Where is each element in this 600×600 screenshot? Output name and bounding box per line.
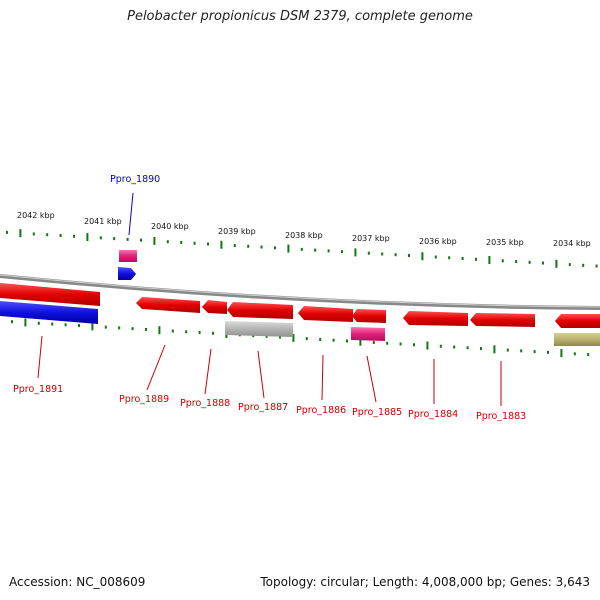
- gene-label[interactable]: Ppro_1889: [119, 394, 169, 405]
- leader-ppro-1891: [37, 335, 43, 379]
- gene-label[interactable]: Ppro_1891: [13, 384, 63, 395]
- gene-ppro-1885[interactable]: [352, 309, 386, 323]
- leader-ppro-1890: [128, 192, 134, 236]
- scale-label: 2035 kbp: [486, 238, 524, 247]
- leader-ppro-1887: [257, 350, 265, 399]
- gene-label[interactable]: Ppro_1883: [476, 411, 526, 422]
- gene-ppro-1891[interactable]: [0, 301, 98, 324]
- gene-label[interactable]: Ppro_1886: [296, 405, 346, 416]
- gene-label[interactable]: Ppro_1890: [110, 174, 160, 185]
- genome-backbone: [0, 274, 600, 310]
- gene-ppro-1890[interactable]: [118, 267, 136, 280]
- gene-label[interactable]: Ppro_1887: [238, 402, 288, 413]
- gene-ppro-1884[interactable]: [403, 311, 468, 326]
- gene-ppro-1891-forward[interactable]: [0, 283, 100, 306]
- gene-ppro-1889[interactable]: [136, 297, 200, 313]
- scale-label: 2038 kbp: [285, 231, 323, 240]
- leader-ppro-1889: [146, 344, 166, 391]
- gene-label[interactable]: Ppro_1888: [180, 398, 230, 409]
- scale-label: 2036 kbp: [419, 237, 457, 246]
- gene-ppro-1885-rna[interactable]: [351, 327, 385, 341]
- gene-right-edge-olive[interactable]: [554, 333, 600, 346]
- scale-label: 2037 kbp: [352, 234, 390, 243]
- gene-label[interactable]: Ppro_1885: [352, 407, 402, 418]
- gene-ppro-1890-rna[interactable]: [119, 250, 137, 262]
- gene-ppro-1886[interactable]: [298, 306, 353, 322]
- gene-labels: Ppro_1890 Ppro_1891 Ppro_1889 Ppro_1888 Ppro…: [13, 174, 526, 422]
- gene-ppro-1883[interactable]: [470, 313, 535, 327]
- gene-right-edge[interactable]: [555, 314, 600, 328]
- gene-features: [0, 250, 600, 346]
- gene-ppro-1887-gray[interactable]: [225, 321, 293, 337]
- scale-label: 2040 kbp: [151, 222, 189, 231]
- leader-ppro-1885: [366, 355, 377, 403]
- scale-label: 2034 kbp: [553, 239, 591, 248]
- scale-labels: 2042 kbp 2041 kbp 2040 kbp 2039 kbp 2038 kbp…: [17, 211, 591, 248]
- scale-ticks-upper: [6, 229, 598, 268]
- accession-label: Accession: NC_008609: [9, 575, 146, 589]
- gene-ppro-1887[interactable]: [227, 302, 293, 319]
- map-title: Pelobacter propionicus DSM 2379, complet…: [127, 9, 473, 24]
- scale-label: 2039 kbp: [218, 227, 256, 236]
- leader-ppro-1888: [204, 348, 212, 395]
- leader-ppro-1886: [321, 354, 324, 401]
- scale-label: 2042 kbp: [17, 211, 55, 220]
- label-leaders: [37, 192, 502, 406]
- genome-backbone-highlight: [0, 274, 600, 308]
- gene-label[interactable]: Ppro_1884: [408, 409, 458, 420]
- gene-ppro-1888[interactable]: [202, 300, 227, 314]
- scale-label: 2041 kbp: [84, 217, 122, 226]
- genome-summary: Topology: circular; Length: 4,008,000 bp…: [260, 575, 590, 589]
